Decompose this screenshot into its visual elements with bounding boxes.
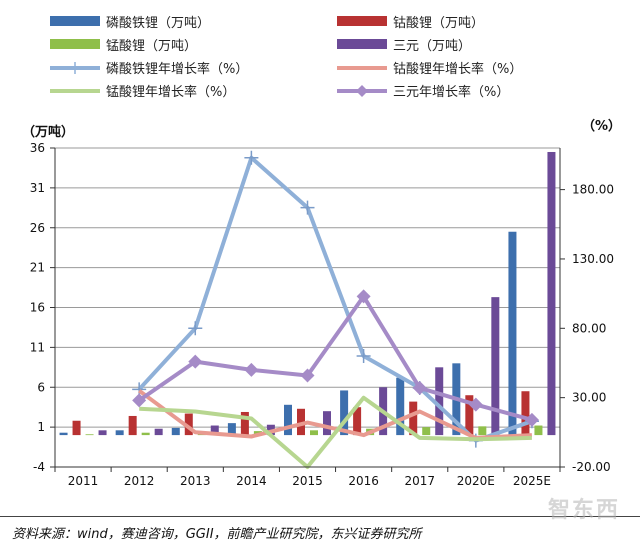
bar	[396, 377, 405, 436]
bar	[297, 408, 305, 436]
right-tick-label: 30.00	[572, 391, 606, 405]
legend-swatch	[337, 16, 387, 26]
x-tick-label: 2016	[348, 474, 379, 488]
bar	[323, 411, 331, 436]
bar	[521, 391, 530, 436]
chart: 磷酸铁锂（万吨） 钴酸锂（万吨） 锰酸锂（万吨） 三元（万吨） 磷酸铁锂年增长率（%） 钴…	[22, 16, 621, 488]
left-tick-label: 36	[30, 141, 45, 155]
lines	[132, 150, 539, 469]
line-point	[188, 321, 203, 336]
bar	[491, 297, 500, 436]
left-tick-label: 21	[30, 261, 45, 275]
bar	[115, 430, 124, 436]
bar	[310, 430, 318, 436]
bar	[227, 423, 236, 436]
line-point	[244, 362, 259, 377]
bar	[85, 434, 94, 436]
bar	[508, 231, 517, 436]
bar	[154, 428, 163, 436]
right-tick-label: -20.00	[572, 460, 611, 474]
line-point	[132, 393, 147, 408]
left-tick-label: 1	[37, 420, 45, 434]
x-tick-label: 2013	[180, 474, 211, 488]
series-line	[139, 395, 532, 469]
bar	[240, 411, 249, 436]
legend-label: 锰酸锂（万吨）	[106, 39, 197, 54]
x-tick-label: 2014	[236, 474, 267, 488]
left-tick-label: -4	[33, 460, 45, 474]
legend-swatch	[50, 39, 100, 49]
axes: -416111621263136-20.0030.0080.00130.0018…	[30, 141, 614, 488]
right-tick-label: 80.00	[572, 321, 606, 335]
bars	[59, 151, 556, 436]
x-tick-label: 2012	[124, 474, 155, 488]
line-point	[356, 289, 371, 304]
bar	[171, 427, 180, 436]
line-point	[300, 200, 315, 215]
bar	[547, 151, 556, 436]
legend-label: 钴酸锂（万吨）	[393, 16, 484, 31]
bar	[59, 432, 68, 436]
bar	[340, 390, 349, 436]
right-axis-label: （%）	[582, 118, 621, 134]
left-tick-label: 31	[30, 181, 45, 195]
bar	[478, 426, 487, 436]
source-line: 资料来源：wind，赛迪咨询，GGII，前瞻产业研究院，东兴证券研究所	[0, 516, 640, 546]
line-point	[468, 397, 483, 412]
series-line	[138, 294, 533, 422]
line-point	[244, 150, 259, 165]
left-tick-label: 6	[37, 380, 45, 394]
bar	[422, 427, 431, 436]
source-text: 资料来源：wind，赛迪咨询，GGII，前瞻产业研究院，东兴证券研究所	[12, 527, 422, 542]
right-tick-label: 180.00	[572, 183, 614, 197]
legend-marker	[69, 62, 81, 74]
bar	[534, 425, 543, 436]
bar	[465, 395, 474, 436]
legend-label: 钴酸锂年增长率（%）	[393, 61, 522, 77]
bar	[284, 404, 292, 436]
line-point	[524, 412, 539, 427]
right-tick-label: 130.00	[572, 252, 614, 266]
left-tick-label: 16	[30, 301, 45, 315]
series-line	[138, 389, 532, 440]
left-axis-label: （万吨）	[22, 124, 74, 140]
bar	[210, 425, 219, 436]
x-tick-label: 2020E	[457, 474, 495, 488]
line-point	[188, 354, 203, 369]
bar	[409, 401, 418, 436]
line-point	[412, 380, 427, 395]
bar	[72, 420, 81, 436]
line-point	[356, 349, 371, 364]
legend-label: 锰酸锂年增长率（%）	[106, 84, 235, 100]
legend-swatch	[337, 39, 387, 49]
x-tick-label: 2025E	[513, 474, 551, 488]
legend: 磷酸铁锂（万吨） 钴酸锂（万吨） 锰酸锂（万吨） 三元（万吨） 磷酸铁锂年增长率（%） 钴…	[50, 16, 522, 100]
legend-marker	[356, 85, 368, 97]
legend-label: 三元年增长率（%）	[393, 84, 509, 100]
bar	[435, 367, 444, 436]
legend-label: 磷酸铁锂（万吨）	[106, 16, 210, 31]
bar	[141, 432, 150, 436]
x-tick-label: 2015	[292, 474, 323, 488]
x-tick-label: 2011	[68, 474, 99, 488]
left-tick-label: 26	[30, 221, 45, 235]
watermark: 智东西	[547, 498, 620, 523]
bar	[184, 413, 193, 436]
left-tick-label: 11	[30, 340, 45, 354]
legend-label: 磷酸铁锂年增长率（%）	[106, 61, 248, 77]
legend-swatch	[50, 16, 100, 26]
line-point	[300, 368, 315, 383]
bar	[128, 415, 137, 436]
bar	[98, 430, 107, 436]
x-tick-label: 2017	[404, 474, 435, 488]
legend-label: 三元（万吨）	[393, 39, 471, 54]
bar	[353, 407, 362, 436]
